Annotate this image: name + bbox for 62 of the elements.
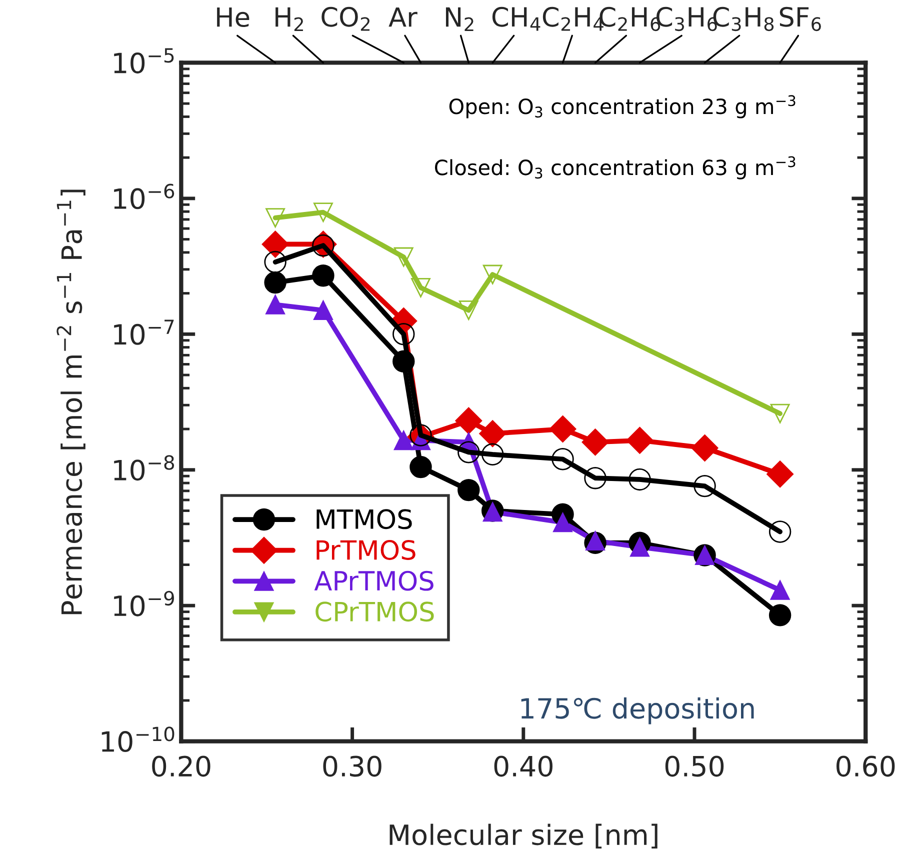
point [455, 407, 482, 434]
point [584, 466, 606, 490]
point [262, 230, 289, 258]
point [481, 443, 504, 466]
y-tick-label: 10$^{−9}$ [114, 590, 174, 616]
point [411, 278, 430, 298]
y-tick-label: 10$^{−6}$ [114, 184, 174, 210]
point [266, 208, 286, 228]
x-tick-label: 0.30 [323, 756, 382, 777]
point [410, 456, 432, 478]
point [458, 300, 478, 320]
point [394, 247, 414, 267]
point [482, 264, 502, 284]
legend-label: APrTMOS [314, 570, 434, 591]
point [266, 294, 286, 314]
y-tick-label: 10$^{−5}$ [114, 48, 174, 74]
point [458, 478, 480, 502]
point [264, 271, 286, 294]
point [394, 430, 414, 450]
point [479, 420, 506, 448]
y-tick-label: 10$^{−10}$ [102, 726, 174, 752]
legend-label: MTMOS [316, 509, 412, 530]
point [313, 300, 333, 320]
text: SF$_{6}$ [780, 6, 821, 32]
text: CH$_{4}$ [492, 6, 540, 31]
x-tick-label: 0.40 [494, 756, 552, 777]
point [628, 468, 651, 491]
x-tick-label: 0.50 [665, 756, 724, 777]
point [264, 250, 286, 274]
text: H$_{2}$ [276, 7, 303, 31]
text: He [217, 7, 250, 28]
point [694, 474, 716, 498]
text: CO$_{2}$ [322, 6, 370, 31]
y-tick-label: 10$^{−8}$ [114, 455, 174, 481]
x-tick-label: 0.60 [836, 756, 895, 777]
point [626, 426, 654, 454]
point [552, 448, 574, 470]
point [768, 520, 792, 543]
legend-label: CPrTMOS [316, 602, 434, 622]
annotation: Closed: O$_{3}$ concentration 63 g m$^{−3}$ [435, 156, 796, 180]
annotation: Open: O$_{3}$ concentration 23 g m$^{−3}$ [449, 95, 796, 118]
text: Ar [388, 7, 418, 27]
legend-label: PrTMOS [316, 540, 416, 560]
point [312, 264, 334, 287]
point [458, 441, 480, 464]
point [392, 323, 415, 346]
point [768, 604, 792, 626]
x-axis-title: Molecular size [nm] [390, 824, 658, 849]
point [770, 404, 790, 424]
point [582, 428, 609, 456]
point [553, 512, 572, 532]
point [770, 580, 790, 600]
annotation: 175℃ deposition [521, 697, 754, 724]
point [766, 460, 794, 488]
point [691, 434, 718, 462]
text: N$_{2}$ [446, 7, 474, 31]
y-tick-label: 10$^{−7}$ [114, 320, 174, 345]
point [630, 537, 650, 557]
point [549, 416, 576, 442]
y-axis-title: Permeance [mol m$^{−2}$ s$^{−1}$ Pa$^{−1}$] [56, 190, 86, 614]
point [313, 202, 333, 222]
x-tick-label: 0.20 [152, 756, 210, 777]
